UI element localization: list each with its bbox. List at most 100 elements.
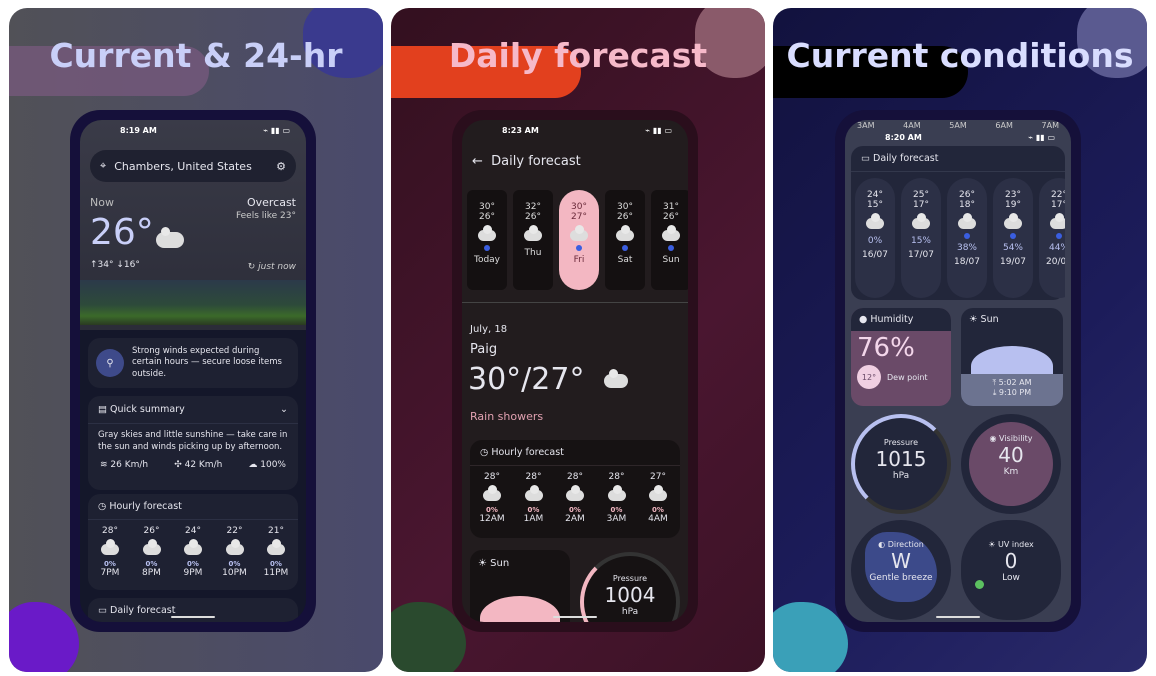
hour-label: 12AM [479, 514, 505, 524]
day-item[interactable]: 30° 27° Fri [559, 190, 599, 290]
day-item[interactable]: 25° 17° 15% 17/07 [901, 178, 941, 298]
daily-title: ▭ Daily forecast [851, 146, 1065, 172]
rain-drop [1056, 233, 1062, 239]
summary-title-text: Quick summary [110, 404, 185, 415]
summary-text: Gray skies and little sunshine — take ca… [98, 430, 288, 452]
day-high: 30° [479, 202, 495, 212]
uv-index-card[interactable]: ☀ UV index 0 Low [961, 520, 1061, 620]
rain-drop [484, 245, 490, 251]
hour-temp: 22° [226, 526, 243, 536]
day-low: 26° [479, 212, 495, 222]
day-item[interactable]: 24° 15° 0% 16/07 [855, 178, 895, 298]
hour-temp: 27° [650, 472, 666, 482]
panel-current: Current & 24-hr 8:19 AM ⌁ ▮▮ ▭ ⌖ Chambers… [9, 8, 383, 672]
hour-temp: 28° [484, 472, 500, 482]
day-item[interactable]: 30° 26° Today [467, 190, 507, 290]
day-item[interactable]: 31° 26° Sun [651, 190, 688, 290]
cloud-icon [524, 225, 542, 241]
day-high: 30° [617, 202, 633, 212]
hour-label: 1AM [523, 514, 544, 524]
hourly-forecast-card[interactable]: ◷ Hourly forecast 28° 0% 12AM 28° 0% 1AM 28° 0%… [470, 440, 680, 538]
hour-label: 7PM [100, 568, 120, 578]
panel-title: Current conditions [786, 36, 1134, 75]
hourly-item: 26° 0% 8PM [132, 526, 172, 578]
panel-daily: Daily forecast 8:23 AM ⌁ ▮▮ ▭ ← Daily for… [391, 8, 765, 672]
status-time: 8:23 AM [502, 126, 539, 135]
day-low: 26° [525, 212, 541, 222]
wind-gust: ✣ 42 Km/h [174, 459, 223, 470]
direction-title: ◐ Direction [878, 540, 924, 549]
sunset-time: 9:10 PM [998, 388, 1032, 397]
day-item[interactable]: 32° 26° Thu [513, 190, 553, 290]
uv-desc: Low [1002, 573, 1020, 583]
day-high: 25° [913, 190, 929, 200]
sunrise: ⤒ 5:02 AM [992, 378, 1032, 387]
rain-drop [668, 245, 674, 251]
sunrise-time: 5:02 AM [998, 378, 1032, 387]
hour-precip: 0% [228, 560, 241, 568]
wind-turbine-icon: ⚲ [96, 349, 124, 377]
home-indicator[interactable] [936, 616, 980, 618]
humidity-card[interactable]: ● Humidity 76% 12° Dew point [851, 308, 951, 406]
day-date: 19/07 [1000, 257, 1026, 267]
hourly-forecast-card[interactable]: ◷ Hourly forecast 28° 0% 7PM 26° 0% 8PM 24° 0% 9… [88, 494, 298, 590]
dew-point-value: 12° [857, 365, 881, 389]
pressure-gauge[interactable]: Pressure 1015 hPa [851, 414, 951, 514]
home-indicator[interactable] [553, 616, 597, 618]
back-arrow-icon[interactable]: ← [472, 154, 483, 169]
day-date: 20/07 [1046, 257, 1065, 267]
day-item[interactable]: 30° 26° Sat [605, 190, 645, 290]
hour-temp: 28° [567, 472, 583, 482]
day-date: 17/07 [908, 250, 934, 260]
day-item[interactable]: 22°17° 44% 20/07 [1039, 178, 1065, 298]
direction-label: Direction [887, 540, 924, 549]
sun-card[interactable]: ☀ Sun [470, 550, 570, 622]
hour-temp: 28° [102, 526, 118, 536]
cloud-icon [225, 539, 244, 555]
header-title: Daily forecast [491, 154, 581, 169]
day-high: 23° [1005, 190, 1021, 200]
wind-alert-card[interactable]: ⚲ Strong winds expected during certain h… [88, 338, 298, 388]
quick-summary-card[interactable]: ▤ Quick summary ⌄ Gray skies and little s… [88, 396, 298, 490]
pressure-gauge[interactable]: Pressure 1004 hPa [580, 552, 680, 622]
hour-label: 8PM [142, 568, 161, 578]
chevron-down-icon[interactable]: ⌄ [280, 404, 288, 415]
daily-strip[interactable]: 30° 26° Today 32° 26° Thu 30° 27° Fri 30° 26° Sat 31… [467, 190, 688, 290]
day-date: 16/07 [862, 250, 888, 260]
wind-direction-card[interactable]: ◐ Direction W Gentle breeze [851, 520, 951, 620]
daily-forecast-card[interactable]: ▭ Daily forecast [88, 598, 298, 622]
day-low: 19° [1005, 200, 1021, 210]
daily-title: Daily forecast [110, 605, 176, 616]
condition-text: Rain showers [470, 410, 544, 423]
hourly-item: 22° 0% 10PM [215, 526, 255, 578]
visibility-card[interactable]: ◉ Visibility 40 Km [961, 414, 1061, 514]
hi-lo: ↑34° ↓16° [90, 260, 140, 270]
pressure-value: 1015 [875, 447, 927, 471]
location-bar[interactable]: ⌖ Chambers, United States ⚙ [90, 150, 296, 182]
hour-label: 3AM [606, 514, 627, 524]
home-indicator[interactable] [171, 616, 215, 618]
divider [462, 302, 688, 303]
panel-title: Daily forecast [448, 36, 708, 75]
daily-forecast-card[interactable]: ▭ Daily forecast 24° 15° 0% 16/07 25° 17° 15% 1… [851, 146, 1065, 300]
day-precip: 15% [910, 236, 931, 246]
hourly-item: 28° 0% 7PM [90, 526, 130, 578]
uv-value: 0 [1004, 549, 1018, 573]
sun-title: ☀ Sun [478, 558, 510, 569]
rain-showers-icon [1050, 213, 1065, 229]
day-item[interactable]: 26° 18° 38% 18/07 [947, 178, 987, 298]
hour-label: 2AM [565, 514, 585, 524]
cloud-cover: ☁ 100% [248, 459, 286, 470]
updated-label: just now [258, 262, 296, 272]
uv-level-dot [975, 580, 984, 589]
hour-precip: 0% [569, 506, 581, 514]
sun-label: Sun [490, 558, 510, 569]
settings-gear-icon[interactable]: ⚙ [276, 159, 286, 173]
uv-title: ☀ UV index [988, 540, 1034, 549]
day-precip: 54% [1002, 243, 1023, 253]
hourly-item: 21° 0% 11PM [256, 526, 296, 578]
cloud-value: 100% [260, 459, 286, 470]
hourly-item: 28° 0% 12AM [472, 472, 512, 524]
day-item[interactable]: 23° 19° 54% 19/07 [993, 178, 1033, 298]
sun-card[interactable]: ☀ Sun ⤒ 5:02 AM ⤓ 9:10 PM [961, 308, 1063, 406]
